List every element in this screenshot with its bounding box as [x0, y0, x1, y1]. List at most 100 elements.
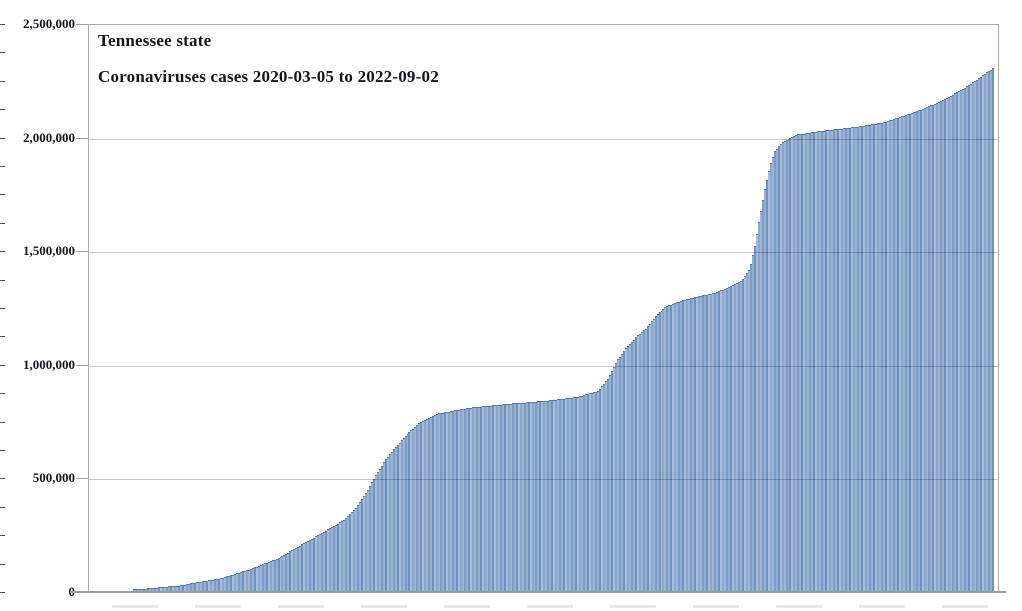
bar: [444, 412, 447, 592]
bar: [223, 577, 226, 592]
bar: [589, 393, 592, 592]
bar: [501, 404, 504, 592]
bar: [166, 586, 169, 592]
cropped-x-label-remnant: [278, 605, 324, 608]
bar: [624, 348, 627, 592]
bar: [241, 571, 244, 592]
bar: [477, 406, 480, 592]
bar: [493, 405, 496, 592]
bar: [710, 293, 713, 592]
bar: [311, 538, 314, 592]
bar: [216, 578, 218, 592]
bar: [237, 572, 240, 592]
bar: [928, 106, 931, 592]
bar: [591, 392, 594, 592]
bar: [573, 397, 576, 592]
bar: [152, 587, 155, 592]
bar: [755, 233, 758, 592]
bar: [922, 108, 925, 592]
bar: [138, 588, 141, 592]
bar: [533, 401, 536, 592]
bar: [225, 576, 228, 592]
bar: [597, 391, 599, 592]
bar: [974, 80, 977, 592]
bar: [378, 468, 381, 592]
bar: [335, 524, 338, 592]
bar: [803, 133, 806, 592]
bar: [747, 269, 750, 592]
bar: [372, 478, 375, 592]
bar: [146, 588, 149, 592]
bar: [638, 333, 641, 592]
bar: [946, 97, 949, 592]
bar: [277, 557, 280, 592]
bar: [648, 323, 651, 592]
bar: [565, 398, 568, 592]
bar: [245, 570, 248, 592]
bar: [200, 581, 203, 592]
bar: [773, 151, 776, 592]
bar: [906, 114, 909, 592]
bar: [934, 103, 937, 592]
bar: [864, 125, 867, 592]
bar: [289, 551, 292, 592]
bar: [295, 547, 298, 592]
bar: [884, 121, 887, 592]
bar: [398, 442, 401, 592]
bar: [680, 301, 683, 592]
bar: [253, 567, 256, 592]
bar: [170, 586, 173, 592]
cropped-x-label-remnant: [112, 605, 158, 608]
bar: [519, 402, 522, 592]
bar: [942, 100, 945, 592]
bar: [896, 117, 899, 592]
bar: [866, 124, 869, 592]
bar: [698, 296, 701, 592]
bar: [987, 70, 990, 592]
bar: [630, 341, 633, 592]
bar: [553, 399, 556, 592]
bar: [333, 525, 336, 592]
y-tick-label: 0: [0, 584, 76, 600]
bar: [807, 132, 810, 592]
bar: [729, 285, 732, 592]
bar: [434, 415, 437, 592]
bar: [426, 419, 429, 592]
bar: [644, 328, 647, 592]
bar: [829, 129, 832, 592]
y-minor-tick: [0, 393, 5, 395]
bar: [257, 565, 260, 592]
bar: [712, 293, 715, 592]
y-major-tick: [76, 478, 88, 480]
bar: [686, 299, 689, 592]
bar: [438, 413, 441, 592]
bar: [370, 482, 373, 592]
bar: [432, 416, 435, 592]
bar: [777, 146, 780, 592]
bar: [841, 128, 844, 592]
bar: [354, 508, 357, 592]
bar: [626, 345, 629, 592]
bar: [368, 486, 371, 592]
bar: [872, 123, 875, 592]
bar: [414, 426, 417, 592]
cropped-x-label-remnant: [693, 605, 739, 608]
bar: [140, 588, 143, 592]
bar: [817, 131, 820, 592]
bar: [978, 78, 980, 592]
bar: [674, 303, 677, 592]
bar: [362, 496, 365, 592]
bar: [694, 297, 697, 592]
bar: [436, 414, 439, 592]
bar: [664, 307, 667, 592]
bar: [176, 585, 179, 592]
y-minor-tick: [0, 24, 5, 25]
bar: [880, 122, 883, 592]
bar: [672, 303, 675, 592]
y-tick-label: 2,000,000: [23, 129, 75, 145]
bar: [716, 292, 719, 592]
bar: [188, 583, 191, 592]
bar: [654, 316, 657, 592]
bar: [356, 505, 359, 592]
